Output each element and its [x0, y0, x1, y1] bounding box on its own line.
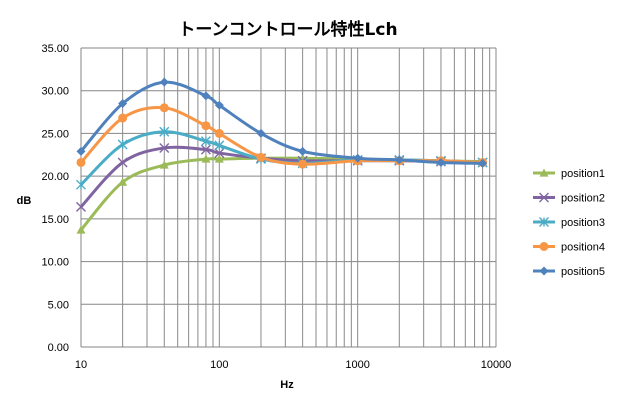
y-tick-label: 35.00: [41, 43, 69, 55]
y-tick-label: 10.00: [41, 257, 69, 269]
legend-label: position5: [561, 266, 605, 278]
legend-label: position4: [561, 242, 605, 254]
series-position5: [76, 77, 488, 168]
data-point: [159, 160, 169, 169]
data-point: [436, 157, 446, 167]
legend: position1 position2 position3 position4 posi…: [533, 168, 605, 278]
legend-label: position1: [561, 168, 605, 180]
series-line: [79, 145, 483, 208]
legend-item: position5: [533, 266, 605, 278]
legend-item: position4: [533, 242, 605, 254]
data-point: [159, 142, 170, 153]
data-point: [214, 100, 224, 110]
legend-item: position2: [533, 193, 605, 205]
data-point: [214, 140, 225, 151]
data-point: [478, 158, 488, 168]
data-point: [298, 159, 308, 169]
x-tick-label: 100: [210, 359, 228, 371]
y-tick-label: 25.00: [41, 128, 69, 140]
legend-label: position3: [561, 217, 605, 229]
legend-item: position1: [533, 168, 605, 180]
grid: [80, 47, 497, 348]
data-point: [76, 201, 86, 212]
data-point: [76, 157, 86, 167]
y-axis-label: dB: [17, 195, 32, 207]
data-point: [117, 139, 128, 150]
x-tick-label: 10: [75, 359, 87, 371]
data-point: [159, 126, 170, 137]
data-point: [353, 153, 363, 163]
axes: 0.00 5.00 10.00 15.00 20.00 25.00 30.00 35.00 10…: [41, 43, 511, 371]
data-point: [118, 177, 128, 186]
legend-label: position2: [561, 193, 605, 205]
data-point: [298, 146, 308, 156]
data-point: [159, 77, 169, 87]
data-point: [539, 192, 549, 203]
series-position1: [76, 153, 488, 234]
y-tick-label: 0.00: [48, 342, 69, 354]
y-tick-label: 5.00: [48, 299, 69, 311]
data-point: [256, 128, 266, 138]
series-layer: [76, 77, 488, 234]
series-line: [79, 80, 483, 165]
chart-title: トーンコントロール特性Lch: [178, 19, 397, 40]
y-tick-label: 30.00: [41, 86, 69, 98]
data-point: [201, 91, 211, 101]
x-axis-label: Hz: [280, 379, 294, 391]
data-point: [200, 144, 211, 155]
data-point: [214, 128, 224, 138]
data-point: [118, 99, 128, 109]
legend-item: position3: [533, 217, 605, 229]
data-point: [76, 179, 86, 190]
data-point: [159, 103, 169, 113]
x-tick-label: 10000: [481, 359, 512, 371]
data-point: [201, 121, 211, 131]
data-point: [256, 152, 266, 162]
data-point: [76, 225, 86, 234]
data-point: [200, 136, 211, 147]
data-point: [214, 148, 225, 159]
data-point: [394, 155, 404, 165]
data-point: [117, 157, 128, 168]
data-point: [539, 242, 549, 251]
data-point: [76, 146, 86, 156]
data-point: [214, 154, 224, 163]
data-point: [118, 113, 128, 123]
data-point: [539, 168, 549, 177]
x-tick-label: 1000: [345, 359, 369, 371]
y-tick-label: 15.00: [41, 214, 69, 226]
y-tick-label: 20.00: [41, 171, 69, 183]
data-point: [539, 217, 549, 227]
data-point: [539, 266, 549, 276]
data-point: [201, 154, 211, 163]
series-position2: [76, 142, 488, 212]
